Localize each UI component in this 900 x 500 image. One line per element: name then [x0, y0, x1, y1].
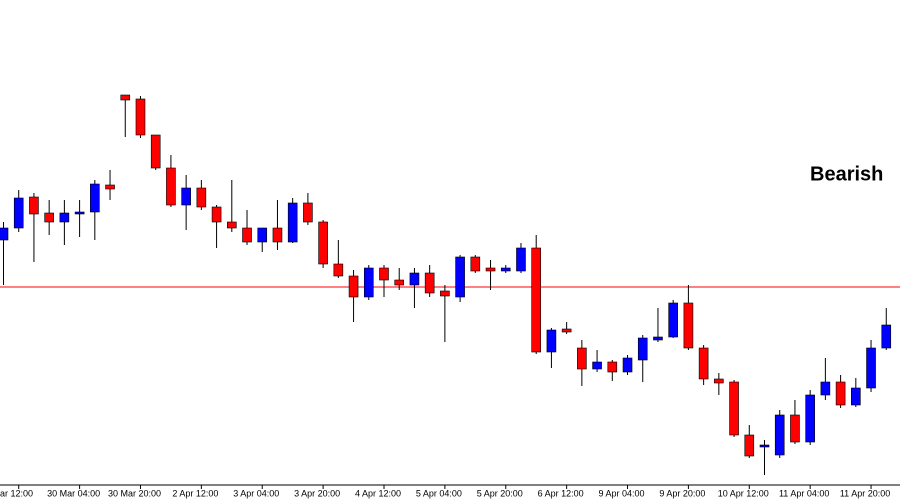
- candle-body: [287, 202, 298, 243]
- candle-body: [714, 378, 724, 384]
- candle-body: [29, 196, 39, 215]
- x-tick-label: 11 Apr 04:00: [779, 488, 829, 498]
- candle-body: [74, 211, 85, 215]
- x-tick-label: 30 Mar 04:00: [47, 488, 100, 498]
- annotation: Bearish: [810, 163, 883, 185]
- candle-body: [851, 387, 861, 406]
- candle-body: [303, 202, 313, 223]
- candle-body: [257, 227, 268, 243]
- candle-body: [577, 347, 587, 370]
- candle-body: [744, 434, 755, 457]
- x-tick-label: 10 Apr 12:00: [718, 488, 769, 498]
- candle-body: [805, 394, 815, 443]
- candle-body: [455, 256, 465, 298]
- candle-body: [242, 227, 252, 243]
- candle-body: [348, 275, 359, 298]
- candle-body: [470, 256, 481, 272]
- candle-body: [363, 267, 374, 298]
- candle-body: [318, 221, 328, 265]
- candle-body: [561, 328, 572, 333]
- candle-body: [13, 197, 24, 229]
- candle-body: [729, 381, 739, 436]
- candle-body: [759, 444, 770, 448]
- candle-body: [135, 98, 146, 136]
- x-tick-label: 9 Apr 20:00: [659, 488, 705, 498]
- x-tick-label: 9 Apr 04:00: [598, 488, 644, 498]
- candle-body: [622, 357, 633, 373]
- candle-body: [120, 94, 131, 101]
- candle-body: [774, 414, 785, 456]
- candle-body: [531, 247, 542, 353]
- x-tick-label: 4 Apr 12:00: [355, 488, 401, 498]
- candle-body: [546, 329, 557, 353]
- candle-body: [592, 361, 602, 370]
- candle-body: [105, 184, 115, 190]
- x-tick-label: 5 Apr 20:00: [477, 488, 523, 498]
- candle-body: [607, 361, 618, 373]
- candle-body: [881, 324, 892, 349]
- candle-body: [637, 337, 648, 361]
- x-tick-label: 30 Mar 20:00: [108, 488, 161, 498]
- candle-body: [500, 267, 511, 272]
- candle-body: [668, 302, 678, 338]
- candle-body: [44, 212, 54, 223]
- x-tick-label: 11 Apr 20:00: [840, 488, 890, 498]
- candle-body: [181, 187, 191, 206]
- candle-body: [333, 263, 344, 277]
- candle-body: [698, 347, 709, 380]
- candle-body: [683, 302, 694, 349]
- candle-body: [820, 381, 831, 396]
- x-tick-label: 5 Apr 04:00: [416, 488, 462, 498]
- candle-body: [835, 381, 846, 406]
- candle-body: [866, 347, 876, 389]
- candle-body: [166, 167, 176, 206]
- candle-body: [653, 336, 663, 341]
- candle-body: [0, 227, 9, 241]
- candle-body: [59, 212, 70, 223]
- candle-body: [394, 279, 405, 286]
- x-tick-label: 6 Apr 12:00: [538, 488, 584, 498]
- x-tick-label: 3 Apr 20:00: [294, 488, 340, 498]
- candle-body: [150, 134, 161, 169]
- candle-body: [379, 267, 389, 281]
- candle-body: [409, 272, 420, 286]
- candle-body: [485, 267, 496, 272]
- candle-body: [272, 227, 283, 243]
- candle-body: [424, 272, 435, 294]
- candle-body: [790, 414, 800, 443]
- candle-body: [90, 183, 100, 213]
- candle-body: [227, 221, 237, 229]
- candle-body: [516, 247, 526, 272]
- x-tick-label: 3 Apr 04:00: [233, 488, 279, 498]
- x-tick-label: Mar 12:00: [0, 488, 33, 498]
- candle-body: [440, 290, 450, 297]
- x-tick-label: 2 Apr 12:00: [172, 488, 218, 498]
- candle-body: [211, 206, 222, 223]
- candle-body: [196, 187, 207, 208]
